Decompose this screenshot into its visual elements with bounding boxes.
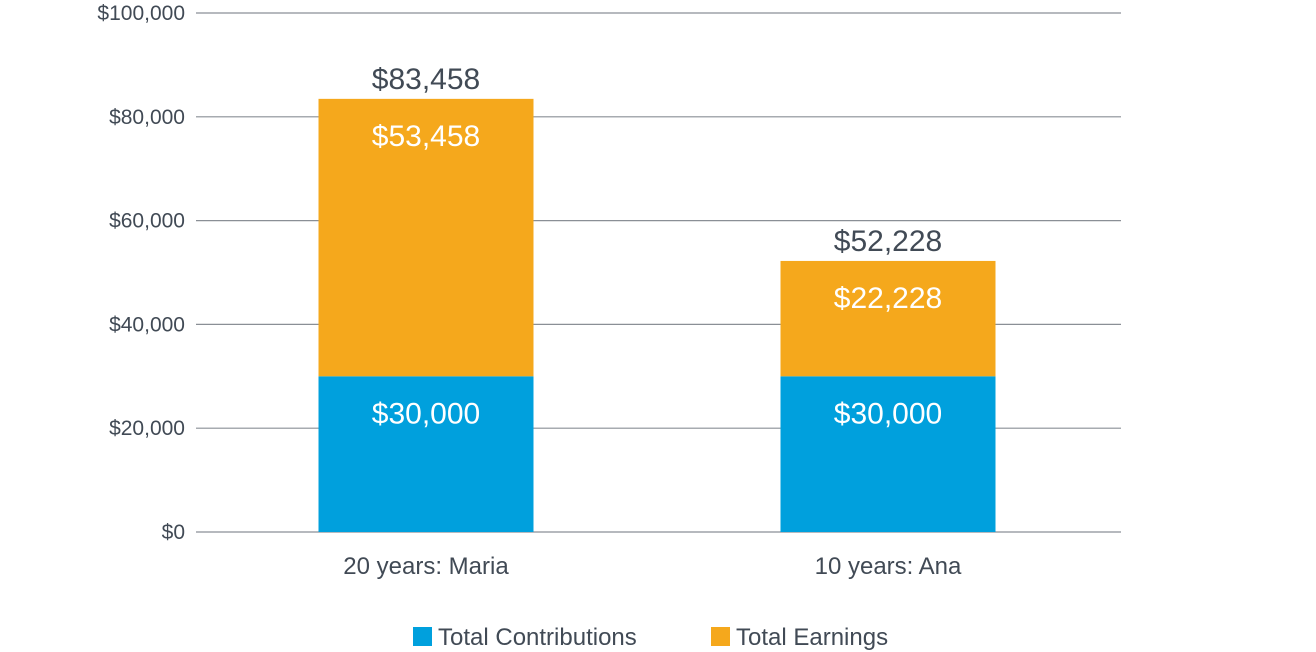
y-tick-label: $60,000 — [109, 210, 185, 233]
bar-segment — [780, 260, 996, 377]
y-tick-label: $80,000 — [109, 106, 185, 129]
bar-segment-label: $30,000 — [834, 397, 942, 430]
bar-total-label: $52,228 — [834, 225, 942, 258]
bar-segment-label: $22,228 — [834, 282, 942, 315]
bar-total-label: $83,458 — [372, 63, 480, 96]
bar-segment — [318, 98, 534, 377]
bars: $30,000 $53,458 $83,458 $30,000 $22,228 $52,2… — [318, 63, 996, 532]
x-axis-category-labels: 20 years: Maria 10 years: Ana — [343, 553, 962, 580]
y-tick-label: $0 — [162, 521, 185, 544]
legend-swatch — [711, 627, 730, 646]
legend-label: Total Earnings — [736, 624, 888, 651]
x-category-label: 10 years: Ana — [815, 553, 962, 580]
legend-swatch — [413, 627, 432, 646]
x-category-label: 20 years: Maria — [343, 553, 509, 580]
legend: Total Contributions Total Earnings — [413, 624, 888, 651]
bar-segment — [318, 376, 534, 532]
y-tick-label: $20,000 — [109, 417, 185, 440]
bar-segment-label: $53,458 — [372, 120, 480, 153]
y-tick-label: $100,000 — [97, 2, 185, 25]
bar-segment — [780, 376, 996, 532]
bar-segment-label: $30,000 — [372, 397, 480, 430]
y-tick-label: $40,000 — [109, 313, 185, 336]
y-axis-tick-labels: $0 $20,000 $40,000 $60,000 $80,000 $100,000 — [97, 2, 185, 544]
legend-label: Total Contributions — [438, 624, 637, 651]
